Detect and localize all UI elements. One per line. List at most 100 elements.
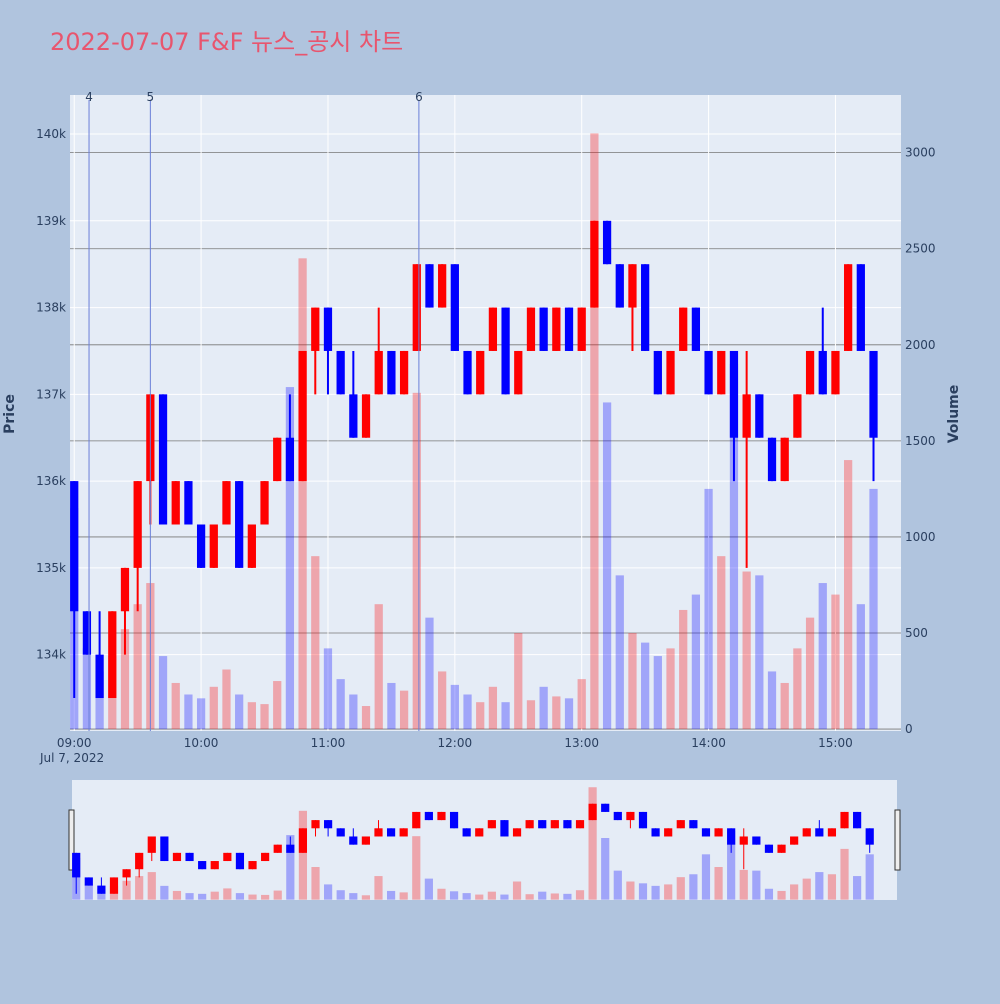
candle-body [349,394,358,438]
candle-body [856,264,865,351]
slider-candle-body [135,852,144,870]
slider-candle-body [727,828,736,845]
volume-bar [387,682,396,730]
slider-candle-body [349,836,358,845]
slider-volume-bar [437,888,446,900]
candle-body [590,220,599,308]
volume-bar [666,648,675,730]
volume-bar [311,556,320,730]
slider-volume-bar [575,890,585,900]
volume-bar [793,648,802,730]
volume-bar [717,556,726,730]
volume-bar [539,686,548,730]
x-tick-label: 13:00 [564,736,599,750]
candle-body [95,654,104,699]
x-tick-label: 10:00 [184,736,219,750]
news-label: 6 [415,90,423,104]
candle-body [476,350,485,395]
y-tick-label: 135k [36,561,66,575]
candle-body [108,611,117,699]
slider-volume-bar [664,884,673,900]
candle-body [120,567,130,612]
volume-bar [285,387,295,730]
volume-bar [196,698,206,730]
volume-bar [691,594,701,730]
slider-volume-bar [752,870,761,900]
slider-volume-bar [386,890,396,900]
slider-candle-body [298,828,308,853]
candle-body [311,307,320,351]
volume-bar [679,609,688,730]
candle-body [641,264,650,351]
candle-body [539,307,548,351]
candle-body [704,350,713,395]
slider-candle-body [273,844,282,853]
slider-volume-bar [689,874,698,900]
volume-bar [628,633,637,730]
slider-candle-body [676,820,685,829]
slider-candle-body [386,828,396,837]
candle-body [831,350,840,395]
slider-volume-bar [651,885,660,900]
candle-body [260,481,269,525]
candle-body [82,611,92,655]
slider-candle-body [399,828,408,837]
slider-volume-bar [223,888,232,900]
candle-body [691,307,701,351]
news-label: 4 [85,90,93,104]
candle-body [285,437,295,482]
candle-body [196,524,206,568]
slider-candle-body [739,836,748,845]
slider-candle-body [777,844,786,853]
slider-candle-body [361,836,370,845]
volume-bar [171,682,180,730]
slider-volume-bar [727,830,736,900]
slider-candle-body [109,877,119,894]
volume-bar [247,702,256,730]
candle-body [171,481,180,525]
slider-candle-body [575,820,585,829]
slider-volume-bar [336,890,345,900]
slider-volume-bar [487,891,496,900]
slider-volume-bar [122,880,131,900]
x-tick-label: 09:00 [57,736,92,750]
slider-candle-body [538,820,547,829]
volume-bar [590,133,599,730]
range-handle-right[interactable] [894,809,901,871]
slider-volume-bar [500,894,509,900]
slider-volume-bar [185,893,194,900]
slider-candle-body [764,844,774,853]
slider-candle-body [601,803,610,812]
volume-bar [95,671,104,730]
candle-body [450,264,459,351]
slider-candle-body [198,861,207,870]
volume-bar [209,686,218,730]
volume-bar [120,629,130,730]
slider-volume-bar [235,893,245,900]
candle-body [235,481,244,568]
volume-bar [463,694,472,730]
slider-candle-body [449,811,459,829]
range-handle-left[interactable] [68,809,75,871]
slider-candle-body [172,852,182,862]
volume-bar [577,679,586,730]
slider-candle-body [853,811,862,829]
range-slider[interactable] [72,780,897,900]
volume-bar [235,694,244,730]
slider-candle-body [72,852,81,878]
volume-bar [273,681,282,730]
candle-body [222,481,231,525]
slider-volume-bar [374,876,383,900]
x-tick-label: 15:00 [818,736,853,750]
slider-candle-body [790,836,799,845]
slider-volume-bar [210,891,219,900]
volume-bar [488,686,498,730]
volume-bar [184,694,193,730]
slider-candle-body [802,828,811,837]
slider-volume-bar [764,888,774,900]
candle-body [438,264,447,308]
candle-body [514,350,523,395]
y2-tick-label: 3000 [905,146,936,160]
y2-tick-label: 1000 [905,530,936,544]
x-date-label: Jul 7, 2022 [39,751,104,765]
